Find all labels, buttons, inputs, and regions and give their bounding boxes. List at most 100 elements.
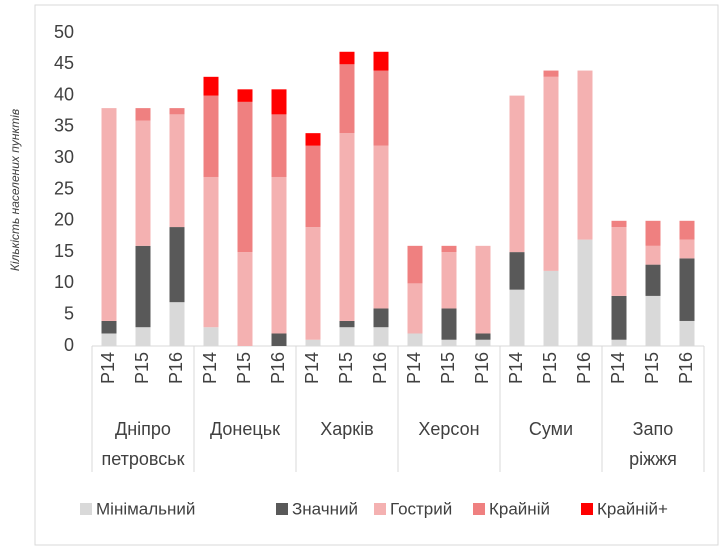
bar-segment	[135, 245, 151, 328]
bar-segment	[305, 339, 321, 346]
group-label: Дніпро	[115, 419, 171, 439]
bar-segment	[407, 283, 423, 334]
bar-segment	[475, 333, 491, 340]
bar-segment	[203, 327, 219, 346]
bar-segment	[577, 70, 593, 240]
bar-segment	[305, 227, 321, 340]
y-tick-label: 40	[54, 84, 74, 104]
y-axis-label: Кількість населених пунктів	[8, 109, 22, 271]
x-tick-label: P14	[98, 352, 118, 384]
x-tick-label: P14	[608, 352, 628, 384]
x-tick-label: P15	[642, 352, 662, 384]
legend-swatch	[581, 503, 593, 515]
bar-segment	[203, 95, 219, 177]
bar-segment	[543, 70, 559, 77]
bar-segment	[441, 252, 457, 309]
x-tick-label: P14	[404, 352, 424, 384]
bar-segment	[339, 51, 355, 65]
bar-segment	[611, 227, 627, 296]
bar-segment	[305, 145, 321, 228]
bar-segment	[577, 239, 593, 346]
bar-segment	[237, 89, 253, 102]
x-tick-label: P14	[302, 352, 322, 384]
legend-label: Крайній	[489, 499, 550, 518]
y-tick-label: 30	[54, 147, 74, 167]
x-tick-label: P14	[506, 352, 526, 384]
legend-swatch	[473, 503, 485, 515]
legend-label: Мінімальний	[96, 499, 195, 518]
bar-segment	[475, 245, 491, 334]
bar-segment	[271, 176, 287, 334]
bar-segment	[373, 145, 389, 309]
bar-segment	[645, 264, 661, 296]
bar-segment	[441, 308, 457, 340]
legend-swatch	[80, 503, 92, 515]
bar-segment	[101, 320, 117, 334]
y-tick-label: 45	[54, 53, 74, 73]
bar-segment	[169, 108, 185, 115]
bar-segment	[611, 220, 627, 228]
group-label: ріжжя	[629, 449, 677, 469]
bar-segment	[611, 339, 627, 346]
x-tick-label: P15	[336, 352, 356, 384]
group-label: Запо	[633, 419, 674, 439]
bar-segment	[509, 289, 525, 346]
bar-segment	[509, 95, 525, 253]
x-tick-label: P16	[472, 352, 492, 384]
bar-segment	[169, 227, 185, 303]
y-tick-label: 25	[54, 178, 74, 198]
group-label: Донецьк	[210, 419, 280, 439]
bar-segment	[271, 89, 287, 115]
x-tick-label: P15	[540, 352, 560, 384]
y-tick-label: 5	[64, 303, 74, 323]
bar-segment	[271, 114, 287, 177]
x-tick-label: P16	[268, 352, 288, 384]
legend-label: Гострий	[390, 499, 452, 518]
bar-segment	[135, 108, 151, 121]
bar-segment	[237, 101, 253, 253]
bar-segment	[135, 120, 151, 246]
bar-segment	[305, 133, 321, 146]
bar-segment	[679, 239, 695, 259]
bar-segment	[271, 333, 287, 346]
bar-segment	[339, 133, 355, 321]
bar-segment	[101, 333, 117, 346]
bar-segment	[339, 320, 355, 328]
bar-segment	[373, 51, 389, 71]
x-tick-label: P15	[132, 352, 152, 384]
bar-segment	[679, 258, 695, 321]
group-label: петровськ	[101, 449, 184, 469]
bar-segment	[339, 327, 355, 346]
legend-label: Значний	[292, 499, 358, 518]
legend-swatch	[276, 503, 288, 515]
x-tick-label: P14	[200, 352, 220, 384]
bar-segment	[373, 308, 389, 328]
bar-segment	[373, 70, 389, 146]
legend-swatch	[374, 503, 386, 515]
bar-segment	[407, 333, 423, 346]
bar-segment	[203, 176, 219, 328]
group-label: Херсон	[418, 419, 479, 439]
bar-segment	[237, 252, 253, 346]
bar-segment	[645, 295, 661, 346]
x-tick-label: P16	[676, 352, 696, 384]
bar-segment	[543, 270, 559, 346]
group-label: Суми	[529, 419, 573, 439]
bar-segment	[441, 339, 457, 346]
bar-segment	[203, 76, 219, 96]
x-tick-label: P16	[574, 352, 594, 384]
bar-segment	[645, 245, 661, 265]
bar-segment	[441, 245, 457, 253]
bar-segment	[509, 252, 525, 290]
legend-label: Крайній+	[597, 499, 668, 518]
x-tick-label: P16	[166, 352, 186, 384]
y-tick-label: 0	[64, 335, 74, 355]
bar-segment	[679, 320, 695, 346]
bar-segment	[407, 245, 423, 284]
y-tick-label: 10	[54, 272, 74, 292]
x-tick-label: P15	[234, 352, 254, 384]
bar-segment	[339, 64, 355, 134]
bar-segment	[645, 220, 661, 246]
bar-segment	[611, 295, 627, 340]
